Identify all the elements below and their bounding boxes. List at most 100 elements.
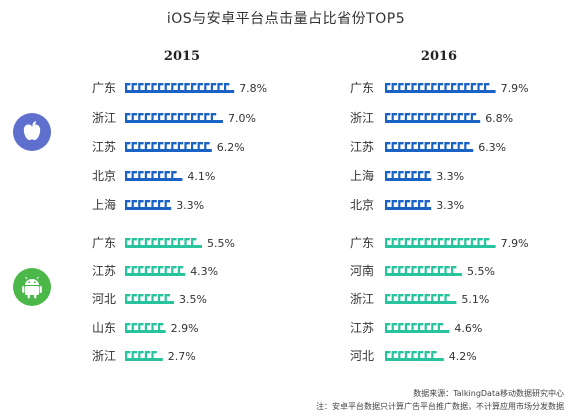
province-label-ios-2015-1: 广东 — [92, 81, 116, 95]
bar-android-2016-2-segment — [398, 266, 404, 276]
bar-android-2016-4-segment — [431, 323, 437, 333]
bar-ios-2016-3-segment — [418, 142, 424, 152]
bar-android-2016-3-segment — [404, 294, 411, 304]
bar-ios-2015-4 — [125, 171, 183, 181]
bar-ios-2016-1-segment — [437, 83, 444, 93]
province-label-android-2016-4: 江苏 — [350, 321, 374, 335]
bar-android-2016-1-segment — [424, 238, 430, 248]
bar-ios-2015-3-segment — [204, 142, 210, 152]
bar-android-2015-3-segment — [158, 294, 164, 304]
bar-ios-2016-1-segment — [444, 83, 450, 93]
bar-android-2015-2-segment — [171, 266, 177, 276]
bar-ios-2015-2-segment — [204, 113, 210, 123]
footnote: 注：安卓平台数据只计算广告平台推广数据，不计算应用市场分发数据 — [316, 402, 564, 411]
bar-android-2016-1-segment — [464, 238, 470, 248]
bar-ios-2015-1 — [125, 83, 235, 93]
value-label-android-2016-3: 5.1% — [461, 293, 489, 306]
bar-android-2016-5-base — [385, 358, 444, 361]
bar-android-2016-1-segment — [444, 238, 450, 248]
bar-android-2016-5-segment — [385, 351, 391, 361]
bar-ios-2015-1-segment — [151, 83, 157, 93]
bar-ios-2015-1-segment — [131, 83, 137, 93]
value-label-ios-2015-2: 7.0% — [228, 112, 256, 125]
bar-ios-2015-3-segment — [144, 142, 151, 152]
bar-android-2016-1-segment — [418, 238, 424, 248]
bar-ios-2015-4-segment — [158, 171, 164, 181]
bar-ios-2015-2 — [125, 113, 223, 123]
bar-ios-2015-2-base — [125, 120, 223, 123]
bar-ios-2016-5 — [385, 200, 432, 210]
bar-ios-2016-1-segment — [431, 83, 437, 93]
bar-android-2015-5-segment — [138, 351, 144, 361]
bar-ios-2015-1-segment — [197, 83, 203, 93]
province-label-ios-2015-4: 北京 — [92, 169, 116, 183]
bar-android-2015-1-segment — [138, 238, 144, 248]
bar-ios-2016-3-segment — [451, 142, 457, 152]
bar-android-2015-2-segment — [125, 266, 131, 276]
bar-android-2016-1-segment — [437, 238, 444, 248]
bar-ios-2016-4-segment — [385, 171, 391, 181]
province-label-android-2015-4: 山东 — [92, 321, 116, 335]
bar-android-2016-1-segment — [451, 238, 457, 248]
bar-android-2016-1-segment — [470, 238, 477, 248]
bar-ios-2016-2-segment — [464, 113, 470, 123]
bar-android-2015-5 — [125, 351, 163, 361]
bar-android-2016-5 — [385, 351, 444, 361]
value-label-ios-2016-2: 6.8% — [485, 112, 513, 125]
bar-android-2016-2-base — [385, 273, 462, 276]
bar-ios-2015-3-segment — [164, 142, 170, 152]
bar-android-2015-4-segment — [151, 323, 157, 333]
bar-ios-2016-5-segment — [424, 200, 430, 210]
bar-ios-2016-5-segment — [404, 200, 411, 210]
value-label-ios-2015-5: 3.3% — [176, 199, 204, 212]
bar-ios-2016-1-segment — [418, 83, 424, 93]
value-label-ios-2015-1: 7.8% — [239, 82, 267, 95]
bar-android-2016-5-segment — [418, 351, 424, 361]
bar-ios-2016-2-segment — [457, 113, 463, 123]
bar-ios-2016-1-base — [385, 90, 496, 93]
province-label-android-2016-3: 浙江 — [350, 292, 374, 306]
bar-android-2016-4 — [385, 323, 450, 333]
data-source-note: 数据来源：TalkingData移动数据研究中心 — [413, 389, 564, 398]
bar-ios-2015-1-segment — [177, 83, 184, 93]
bar-ios-2016-1-segment — [411, 83, 417, 93]
bar-android-2015-1-segment — [131, 238, 137, 248]
bar-android-2015-1-segment — [177, 238, 184, 248]
bar-ios-2015-3-segment — [191, 142, 197, 152]
bar-ios-2015-5 — [125, 200, 172, 210]
province-label-android-2016-5: 河北 — [350, 349, 374, 363]
bar-ios-2015-5-segment — [151, 200, 157, 210]
bar-android-2016-4-segment — [437, 323, 444, 333]
bar-ios-2015-2-segment — [177, 113, 184, 123]
province-label-ios-2016-3: 江苏 — [350, 140, 374, 154]
bar-android-2015-3-segment — [151, 294, 157, 304]
bar-android-2015-3-base — [125, 301, 174, 304]
bar-ios-2016-3-base — [385, 149, 474, 152]
bar-ios-2015-1-segment — [224, 83, 230, 93]
bar-ios-2015-1-segment — [184, 83, 190, 93]
bar-ios-2016-4 — [385, 171, 432, 181]
bar-android-2015-1-segment — [158, 238, 164, 248]
bar-ios-2016-1-segment — [470, 83, 477, 93]
bar-android-2016-1 — [385, 238, 496, 248]
bar-ios-2015-2-segment — [164, 113, 170, 123]
value-label-ios-2016-5: 3.3% — [436, 199, 464, 212]
bar-android-2016-2-segment — [391, 266, 397, 276]
bar-ios-2016-1-segment — [398, 83, 404, 93]
bar-ios-2015-4-segment — [125, 171, 131, 181]
bar-android-2015-1-segment — [144, 238, 151, 248]
chart-title: iOS与安卓平台点击量占比省份TOP5 — [166, 11, 406, 27]
bar-ios-2016-1 — [385, 83, 496, 93]
bar-ios-2015-2-segment — [131, 113, 137, 123]
bar-ios-2016-4-base — [385, 178, 432, 181]
android-platform-badge — [12, 267, 52, 307]
bar-ios-2015-1-segment — [171, 83, 177, 93]
bar-ios-2016-3-segment — [464, 142, 470, 152]
bar-ios-2015-1-segment — [125, 83, 131, 93]
bar-ios-2015-2-segment — [171, 113, 177, 123]
bar-android-2016-4-segment — [418, 323, 424, 333]
bar-android-2016-4-segment — [424, 323, 430, 333]
bar-android-2016-4-segment — [391, 323, 397, 333]
bar-ios-2015-2-segment — [138, 113, 144, 123]
value-label-android-2015-2: 4.3% — [190, 265, 218, 278]
